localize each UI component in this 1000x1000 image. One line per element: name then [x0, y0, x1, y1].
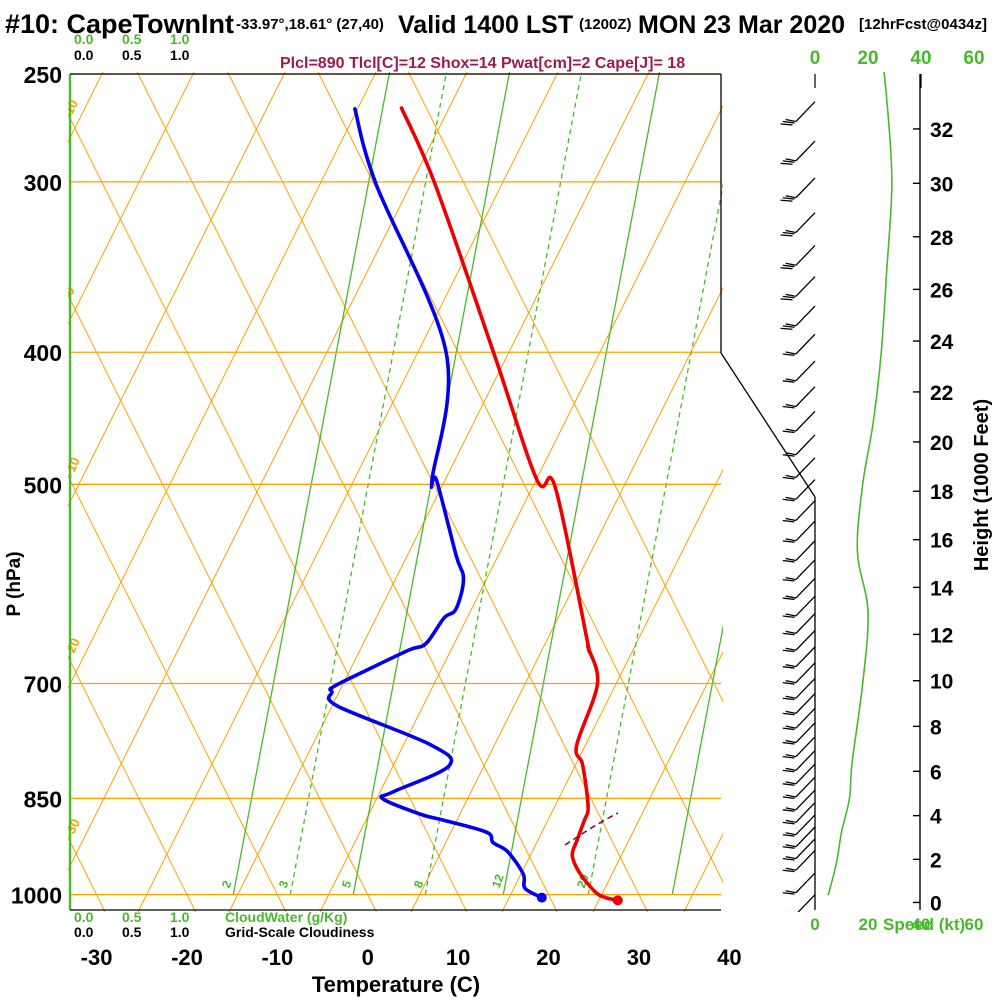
svg-text:10: 10 [446, 945, 470, 970]
svg-text:16: 16 [930, 530, 953, 553]
svg-text:3: 3 [276, 878, 292, 889]
svg-text:40: 40 [717, 945, 741, 970]
svg-text:-20: -20 [61, 636, 83, 659]
svg-text:[12hrFcst@0434z]: [12hrFcst@0434z] [859, 16, 987, 33]
svg-text:12: 12 [930, 624, 953, 647]
svg-text:300: 300 [24, 170, 62, 196]
svg-text:Height (1000 Feet): Height (1000 Feet) [971, 399, 993, 571]
svg-text:-10: -10 [261, 945, 293, 970]
svg-text:60: 60 [963, 48, 984, 69]
svg-text:Valid 1400 LST: Valid 1400 LST [398, 11, 573, 39]
svg-text:0.5: 0.5 [122, 924, 142, 940]
svg-text:-30: -30 [81, 945, 113, 970]
svg-text:4: 4 [930, 806, 942, 829]
svg-text:0: 0 [930, 892, 942, 915]
svg-text:30: 30 [930, 173, 953, 196]
svg-text:Grid-Scale Cloudiness: Grid-Scale Cloudiness [225, 924, 375, 940]
svg-text:0.0: 0.0 [74, 47, 94, 63]
svg-text:22: 22 [930, 382, 953, 405]
svg-text:30: 30 [627, 945, 651, 970]
svg-text:10: 10 [930, 671, 953, 694]
svg-text:28: 28 [930, 227, 954, 250]
svg-text:20: 20 [930, 432, 953, 455]
svg-text:0.5: 0.5 [122, 47, 142, 63]
svg-text:0: 0 [362, 945, 374, 970]
svg-text:0: 0 [810, 915, 819, 934]
svg-text:20: 20 [859, 915, 878, 934]
svg-text:5: 5 [339, 878, 355, 889]
svg-text:700: 700 [24, 672, 62, 698]
svg-text:18: 18 [930, 481, 954, 504]
svg-text:250: 250 [24, 62, 62, 88]
svg-text:-10: -10 [61, 455, 83, 478]
svg-text:MON 23 Mar 2020: MON 23 Mar 2020 [638, 11, 845, 39]
svg-text:6: 6 [930, 761, 942, 784]
svg-text:850: 850 [24, 786, 62, 812]
svg-text:P (hPa): P (hPa) [4, 551, 25, 616]
svg-text:20: 20 [857, 48, 878, 69]
svg-text:0.0: 0.0 [74, 909, 94, 925]
svg-text:1.0: 1.0 [170, 47, 190, 63]
svg-text:20: 20 [536, 945, 560, 970]
svg-text:Plcl=890 Tlcl[C]=12 Shox=14 Pw: Plcl=890 Tlcl[C]=12 Shox=14 Pwat[cm]=2 C… [280, 55, 685, 72]
svg-text:60: 60 [965, 915, 984, 934]
svg-text:-20: -20 [171, 945, 203, 970]
svg-text:26: 26 [930, 279, 953, 302]
svg-text:32: 32 [930, 119, 953, 142]
svg-text:500: 500 [24, 472, 62, 498]
svg-text:40: 40 [910, 48, 931, 69]
svg-text:Temperature (C): Temperature (C) [312, 972, 480, 997]
svg-text:8: 8 [930, 716, 942, 739]
svg-text:8: 8 [411, 878, 427, 889]
svg-text:-33.97°,18.61° (27,40): -33.97°,18.61° (27,40) [236, 16, 384, 33]
svg-text:0.5: 0.5 [122, 909, 142, 925]
svg-text:2: 2 [219, 878, 235, 889]
svg-text:1000: 1000 [11, 883, 62, 909]
svg-text:0.0: 0.0 [74, 924, 94, 940]
svg-text:400: 400 [24, 340, 62, 366]
svg-text:-30: -30 [61, 816, 83, 839]
svg-text:(1200Z): (1200Z) [579, 16, 632, 33]
svg-text:1.0: 1.0 [170, 924, 190, 940]
svg-text:24: 24 [930, 331, 954, 354]
svg-text:40: 40 [912, 915, 931, 934]
svg-text:0: 0 [810, 48, 821, 69]
svg-text:#10: CapeTownInt: #10: CapeTownInt [5, 9, 234, 39]
svg-text:2: 2 [930, 849, 942, 872]
svg-text:14: 14 [930, 577, 954, 600]
svg-text:1.0: 1.0 [170, 909, 190, 925]
svg-text:CloudWater (g/Kg): CloudWater (g/Kg) [225, 909, 347, 925]
